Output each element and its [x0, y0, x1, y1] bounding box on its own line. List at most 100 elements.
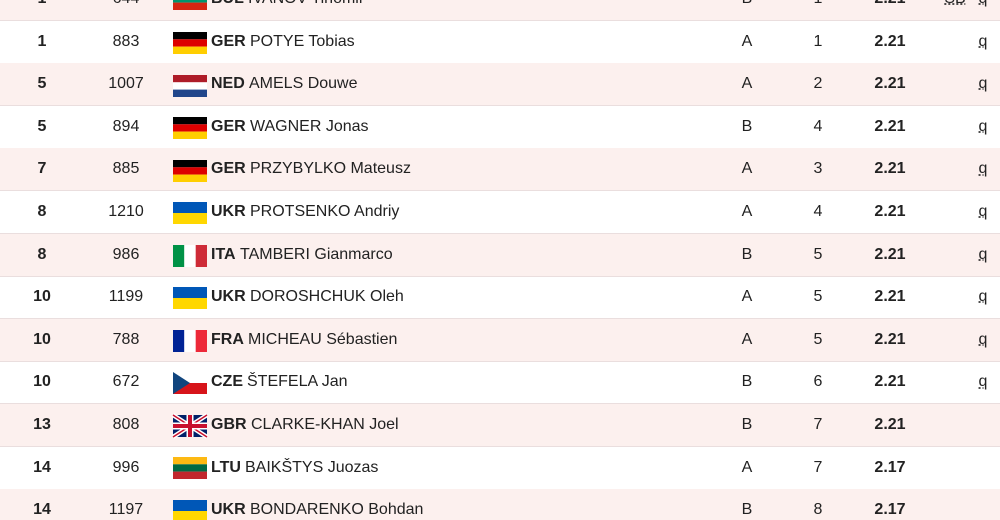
record: SB — [944, 0, 965, 20]
group: B — [742, 0, 753, 20]
qualification: q — [979, 0, 988, 20]
position: 1 — [813, 32, 823, 50]
group: A — [741, 160, 753, 178]
flag — [173, 372, 207, 394]
result-row: 14 996 LTU BAIKŠTYS Juozas A 7 2.17 — [0, 447, 1000, 490]
flag — [173, 245, 207, 267]
result-row: 7 885 GER PRZYBYLKO Mateusz A 3 2.21 q — [0, 148, 1000, 192]
athlete-name: BONDARENKO Bohdan — [250, 501, 424, 519]
result-row: 1 883 GER POTYE Tobias A 1 2.21 q — [0, 21, 1000, 64]
mark: 2.21 — [874, 117, 906, 135]
country-code: GBR — [211, 416, 247, 433]
athlete-name: WAGNER Jonas — [250, 117, 369, 135]
qualification: q — [978, 330, 988, 348]
mark: 2.21 — [874, 245, 906, 263]
bib: 885 — [112, 160, 140, 178]
flag — [173, 160, 207, 182]
position: 8 — [813, 501, 823, 519]
mark: 2.21 — [874, 330, 906, 348]
qualification: q — [978, 75, 988, 93]
athlete-name: MICHEAU Sébastien — [248, 330, 398, 348]
country-code: GER — [211, 117, 246, 135]
rank: 13 — [33, 416, 51, 433]
group: A — [741, 203, 753, 220]
result-row: 10 788 FRA MICHEAU Sébastien A 5 2.21 q — [0, 318, 1000, 362]
result-row: 13 808 GBR CLARKE-KHAN Joel B 7 2.21 — [0, 404, 1000, 447]
qualification: q — [978, 288, 988, 306]
group: B — [741, 373, 753, 391]
result-row: 14 1197 UKR BONDARENKO Bohdan B 8 2.17 — [0, 489, 1000, 520]
result-row: 8 986 ITA TAMBERI Gianmarco B 5 2.21 q — [0, 233, 1000, 277]
rank: 10 — [33, 373, 51, 391]
country-code: LTU — [211, 458, 241, 476]
qualification: q — [978, 117, 988, 135]
result-row: 10 1199 UKR DOROSHCHUK Oleh A 5 2.21 q — [0, 276, 1000, 320]
bib: 1199 — [108, 288, 144, 306]
rank: 1 — [37, 32, 47, 50]
position: 5 — [813, 288, 823, 306]
group: B — [741, 245, 753, 263]
athlete-name: BAIKŠTYS Juozas — [245, 458, 379, 476]
country-code: UKR — [211, 288, 246, 306]
rank: 14 — [33, 458, 51, 476]
athlete-name: AMELS Douwe — [249, 75, 358, 93]
mark: 2.21 — [874, 160, 906, 178]
bib: 808 — [112, 416, 140, 433]
qualification: q — [978, 160, 988, 178]
rank: 8 — [37, 203, 47, 220]
bib: 788 — [112, 330, 140, 348]
position: 6 — [813, 373, 823, 391]
bib: 883 — [112, 32, 140, 50]
position: 4 — [813, 203, 823, 220]
position: 3 — [813, 160, 823, 178]
rank: 8 — [37, 245, 47, 263]
flag — [173, 457, 207, 479]
mark: 2.21 — [874, 203, 906, 220]
bib: 894 — [112, 117, 140, 135]
mark: 2.21 — [874, 75, 906, 93]
position: 7 — [813, 458, 823, 476]
country-code: FRA — [211, 330, 244, 348]
qualification: q — [978, 32, 988, 50]
position: 2 — [813, 75, 823, 93]
flag — [171, 413, 209, 439]
mark: 2.21 — [874, 0, 905, 20]
flag — [173, 500, 207, 520]
rank: 10 — [33, 330, 51, 348]
flag — [173, 0, 207, 10]
result-row: 5 894 GER WAGNER Jonas B 4 2.21 q — [0, 106, 1000, 149]
group: B — [741, 416, 753, 433]
mark: 2.21 — [874, 32, 906, 50]
country-code: BUL — [211, 0, 244, 20]
bib: 672 — [112, 373, 140, 391]
country-code: UKR — [211, 203, 246, 220]
mark: 2.17 — [874, 458, 906, 476]
bib: 1197 — [108, 501, 144, 519]
country-code: CZE — [211, 373, 243, 391]
flag — [173, 75, 207, 97]
group: A — [741, 288, 753, 306]
group: A — [741, 32, 753, 50]
bib: 996 — [112, 458, 140, 476]
group: A — [741, 458, 753, 476]
position: 5 — [813, 245, 823, 263]
qualification: q — [978, 203, 988, 220]
group: B — [741, 501, 753, 519]
rank: 14 — [33, 501, 51, 519]
qualification: q — [978, 245, 988, 263]
flag — [173, 32, 207, 54]
result-row: 10 672 CZE ŠTEFELA Jan B 6 2.21 q — [0, 361, 1000, 405]
mark: 2.21 — [874, 288, 906, 306]
position: 4 — [813, 117, 823, 135]
country-code: GER — [211, 32, 246, 50]
flag — [173, 287, 207, 309]
athlete-name: ŠTEFELA Jan — [247, 373, 348, 391]
rank: 7 — [37, 160, 47, 178]
athlete-name: CLARKE-KHAN Joel — [251, 416, 399, 433]
athlete-name: POTYE Tobias — [250, 32, 355, 50]
mark: 2.21 — [874, 416, 906, 433]
athlete-name: IVANOV Tihomir — [248, 0, 364, 20]
country-code: GER — [211, 160, 246, 178]
